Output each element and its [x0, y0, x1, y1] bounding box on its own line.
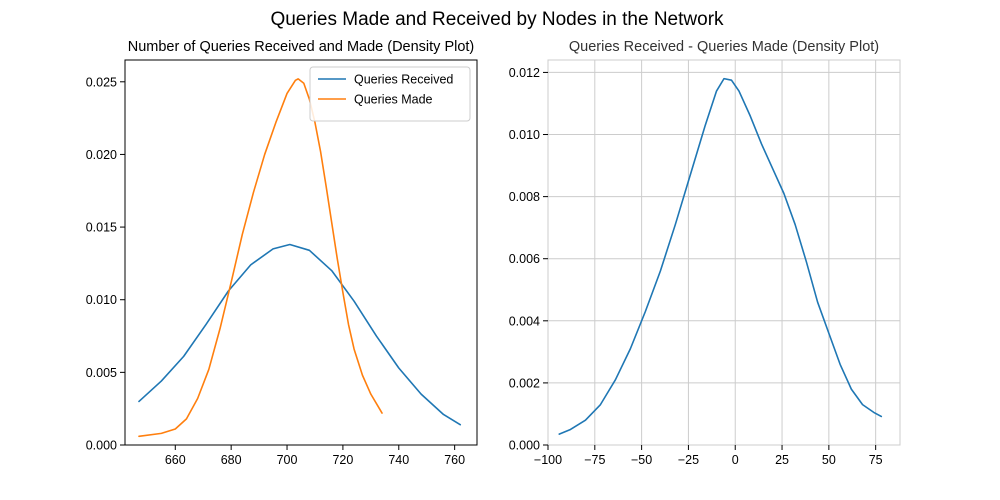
- legend-label: Queries Received: [354, 73, 453, 87]
- axes-frame: [124, 59, 478, 446]
- y-tick-label: 0.005: [86, 366, 117, 380]
- x-tick-label: 50: [822, 453, 836, 467]
- legend-label: Queries Made: [354, 93, 433, 107]
- plot-title: Number of Queries Received and Made (Den…: [128, 39, 475, 55]
- x-tick-label: −25: [678, 453, 699, 467]
- y-tick-label: 0.010: [86, 293, 117, 307]
- series-line-1: [558, 77, 883, 435]
- y-tick-label: 0.020: [86, 148, 117, 162]
- y-tick-label: 0.012: [509, 66, 540, 80]
- y-tick-label: 0.002: [509, 376, 540, 390]
- y-tick-label: 0.015: [86, 221, 117, 235]
- y-tick-label: 0.025: [86, 75, 117, 89]
- series-line-2: [138, 78, 383, 438]
- x-tick-label: 700: [277, 453, 298, 467]
- x-tick-label: 740: [388, 453, 409, 467]
- y-tick-label: 0.010: [509, 128, 540, 142]
- x-tick-label: 75: [869, 453, 883, 467]
- legend-box: [309, 66, 471, 122]
- x-tick-label: 0: [732, 453, 739, 467]
- x-tick-label: 720: [332, 453, 353, 467]
- axes-frame: [547, 59, 901, 446]
- y-tick-label: 0.004: [509, 314, 540, 328]
- x-tick-label: 760: [444, 453, 465, 467]
- figure-suptitle: Queries Made and Received by Nodes in th…: [270, 9, 724, 30]
- x-tick-label: 680: [221, 453, 242, 467]
- right-density-plot: Queries Received - Queries Made (Density…: [509, 39, 901, 467]
- y-tick-label: 0.000: [86, 439, 117, 453]
- left-density-plot: Number of Queries Received and Made (Den…: [86, 39, 478, 467]
- x-tick-label: −100: [534, 453, 562, 467]
- x-tick-label: 25: [775, 453, 789, 467]
- x-tick-label: −75: [584, 453, 605, 467]
- series-line-1: [138, 243, 462, 426]
- y-tick-label: 0.000: [509, 439, 540, 453]
- y-tick-label: 0.008: [509, 190, 540, 204]
- y-tick-label: 0.006: [509, 252, 540, 266]
- plot-title: Queries Received - Queries Made (Density…: [569, 39, 879, 55]
- x-tick-label: 660: [165, 453, 186, 467]
- x-tick-label: −50: [631, 453, 652, 467]
